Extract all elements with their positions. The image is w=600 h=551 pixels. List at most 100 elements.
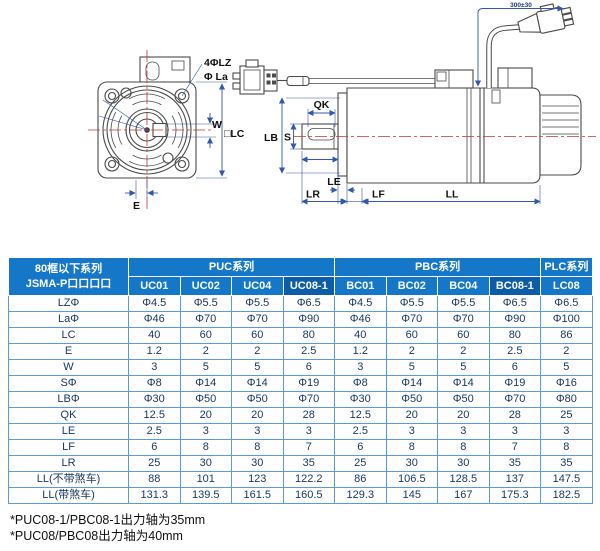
row-label-10: LR — [8, 455, 129, 472]
cell-r5-c3: Φ19 — [282, 375, 336, 392]
cell-r2-c8: 86 — [540, 327, 593, 344]
cell-r11-c3: 122.2 — [282, 471, 336, 488]
cell-r11-c1: 101 — [179, 471, 232, 488]
cell-r7-c8: 25 — [540, 407, 593, 424]
cell-r5-c1: Φ14 — [179, 375, 232, 392]
column-header-UC04: UC04 — [231, 276, 284, 296]
cell-r7-c5: 20 — [385, 407, 439, 424]
cell-r5-c8: Φ16 — [540, 375, 593, 392]
cell-r8-c3: 3 — [282, 423, 336, 440]
label-keyway-width: W — [212, 119, 222, 131]
column-header-BC04: BC04 — [437, 276, 490, 296]
cell-r4-c8: 5 — [540, 359, 593, 376]
cell-r3-c6: 2 — [437, 343, 490, 360]
footnote-1: *PUC08-1/PBC08-1出力轴为35mm — [10, 513, 206, 527]
cell-r11-c2: 123 — [231, 471, 284, 488]
motor-outline-drawing: 4ΦLZ Φ La W □LC E — [88, 2, 596, 212]
cell-r12-c3: 160.5 — [282, 487, 336, 504]
cell-r10-c6: 30 — [437, 455, 490, 472]
cell-r11-c5: 106.5 — [385, 471, 439, 488]
cell-r6-c5: Φ50 — [385, 391, 439, 408]
cell-r2-c7: 80 — [488, 327, 542, 344]
cooling-ribs — [542, 105, 579, 135]
table-row: LC 40 60 60 80 40 60 60 80 86 — [8, 327, 593, 344]
row-label-0: LZΦ — [8, 295, 129, 312]
cell-r6-c2: Φ50 — [231, 391, 284, 408]
cell-r0-c5: Φ5.5 — [385, 295, 439, 312]
column-header-UC08-1: UC08-1 — [282, 276, 336, 296]
label-flange-thickness: LF — [372, 189, 385, 201]
cell-r8-c5: 3 — [385, 423, 439, 440]
cell-r4-c5: 5 — [385, 359, 439, 376]
row-label-7: QK — [8, 407, 129, 424]
cell-r5-c4: Φ8 — [334, 375, 387, 392]
column-header-UC01: UC01 — [128, 276, 181, 296]
column-header-LC08: LC08 — [540, 276, 593, 296]
cell-r12-c5: 145 — [385, 487, 439, 504]
cell-r0-c2: Φ5.5 — [231, 295, 284, 312]
cell-r7-c0: 12.5 — [128, 407, 181, 424]
cell-r1-c8: Φ100 — [540, 311, 593, 328]
table-row: LL(不带煞车) 88 101 123 122.2 86 106.5 128.5 137 147.… — [8, 471, 593, 488]
label-bolt-holes: 4ΦLZ — [204, 57, 232, 69]
column-header-UC02: UC02 — [179, 276, 232, 296]
label-flange-circle: Φ La — [204, 71, 228, 83]
cell-r7-c7: 28 — [488, 407, 542, 424]
bolt-holes — [104, 87, 190, 172]
row-label-9: LF — [8, 439, 129, 456]
cell-r4-c7: 6 — [488, 359, 542, 376]
cell-r3-c2: 2 — [231, 343, 284, 360]
cell-r6-c8: Φ80 — [540, 391, 593, 408]
cell-r9-c7: 7 — [488, 439, 542, 456]
table-row: E 1.2 2 2 2.5 1.2 2 2 2.5 2 — [8, 343, 593, 360]
cell-r9-c2: 8 — [231, 439, 284, 456]
cell-r12-c8: 182.5 — [540, 487, 593, 504]
cell-r8-c2: 3 — [231, 423, 284, 440]
series-group-header-0: PUC系列 — [127, 257, 336, 277]
cell-r6-c7: Φ70 — [488, 391, 542, 408]
cell-r2-c5: 60 — [385, 327, 439, 344]
series-group-header-1: PBC系列 — [334, 257, 542, 277]
cell-r8-c4: 2.5 — [334, 423, 387, 440]
cell-r11-c0: 88 — [128, 471, 181, 488]
table-row: LL(带煞车) 131.3 139.5 161.5 160.5 129.3 145 167 17… — [8, 487, 593, 504]
cell-r12-c0: 131.3 — [128, 487, 181, 504]
cell-r11-c8: 147.5 — [540, 471, 593, 488]
cell-r10-c7: 35 — [488, 455, 542, 472]
cell-r0-c8: Φ6.5 — [540, 295, 593, 312]
column-header-BC08-1: BC08-1 — [488, 276, 542, 296]
cell-r12-c2: 161.5 — [231, 487, 284, 504]
technical-drawing: 4ΦLZ Φ La W □LC E — [0, 0, 600, 252]
label-frame-square: □LC — [224, 128, 245, 140]
cell-r7-c2: 20 — [231, 407, 284, 424]
cell-r0-c7: Φ6.5 — [488, 295, 542, 312]
cell-r8-c0: 2.5 — [128, 423, 181, 440]
table-row: LE 2.5 3 3 3 2.5 3 3 3 3 — [8, 423, 593, 440]
cell-r12-c7: 175.3 — [488, 487, 542, 504]
cell-r6-c4: Φ30 — [334, 391, 387, 408]
cell-r9-c6: 8 — [437, 439, 490, 456]
cell-r4-c1: 5 — [179, 359, 232, 376]
cell-r2-c3: 80 — [282, 327, 336, 344]
cell-r10-c5: 30 — [385, 455, 439, 472]
cell-r0-c6: Φ5.5 — [437, 295, 490, 312]
cell-r10-c2: 30 — [231, 455, 284, 472]
cell-r1-c4: Φ46 — [334, 311, 387, 328]
cell-r1-c2: Φ70 — [231, 311, 284, 328]
footnote-2: *PUC08/PBC08出力轴为40mm — [10, 529, 183, 543]
cell-r3-c3: 2.5 — [282, 343, 336, 360]
corner-header: 80框以下系列 JSMA-P口口口口 — [8, 257, 129, 296]
cell-r10-c8: 35 — [540, 455, 593, 472]
cell-r9-c5: 8 — [385, 439, 439, 456]
spec-table: 80框以下系列 JSMA-P口口口口 PUC系列 PBC系列 PLC系列 UC01 UC02… — [8, 257, 593, 504]
column-header-BC01: BC01 — [334, 276, 387, 296]
row-label-12: LL(带煞车) — [8, 487, 129, 504]
row-label-3: E — [8, 343, 129, 360]
row-label-6: LBΦ — [8, 391, 129, 408]
cell-r5-c2: Φ14 — [231, 375, 284, 392]
cell-r0-c4: Φ4.5 — [334, 295, 387, 312]
cell-r5-c6: Φ14 — [437, 375, 490, 392]
cell-r0-c1: Φ5.5 — [179, 295, 232, 312]
label-key-length: QK — [314, 99, 330, 111]
